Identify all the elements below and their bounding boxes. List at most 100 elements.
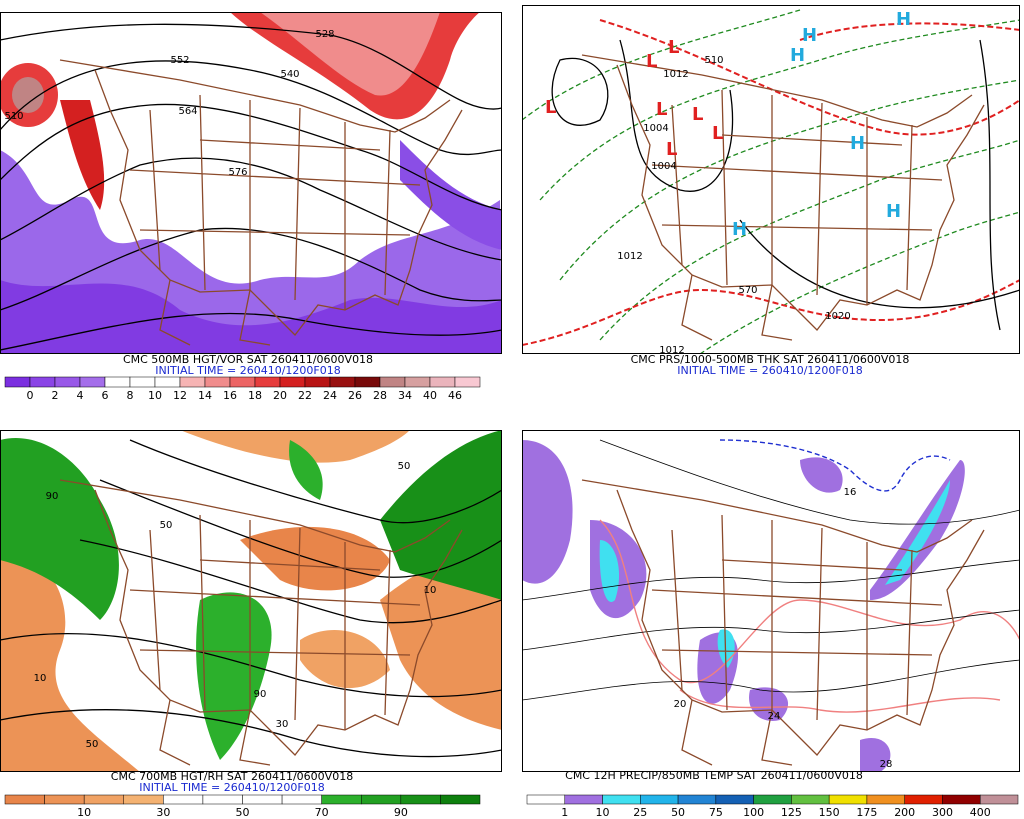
map-precip: 24 28 16 20: [522, 430, 1020, 772]
contour-label: 510: [704, 55, 723, 66]
contour-label: 50: [398, 461, 411, 472]
high-center: H: [732, 219, 747, 240]
color-swatch: [179, 376, 206, 388]
scale-label: 26: [348, 389, 362, 402]
map-500mb: 528 540 552 564 576 510: [0, 12, 502, 354]
color-swatch: [429, 376, 456, 388]
scale-label: 10: [77, 806, 91, 819]
scale-label: 1: [561, 806, 568, 819]
contour-label: 16: [844, 487, 857, 498]
high-center: H: [850, 133, 865, 154]
color-swatch: [379, 376, 406, 388]
scale-label: 50: [671, 806, 685, 819]
low-center: L: [666, 139, 677, 160]
scale-label: 24: [323, 389, 337, 402]
color-swatch: [79, 376, 106, 388]
color-swatch: [44, 794, 85, 805]
scale-label: 50: [236, 806, 250, 819]
color-swatch: [602, 794, 641, 805]
scale-label: 90: [394, 806, 408, 819]
scale-label: 10: [596, 806, 610, 819]
scale-label: 14: [198, 389, 212, 402]
color-swatch: [329, 376, 356, 388]
contour-label: 1020: [825, 311, 850, 322]
contour-label: 1012: [617, 251, 642, 262]
contour-label: 10: [34, 673, 47, 684]
contour-label: 576: [228, 167, 247, 178]
color-swatch: [204, 376, 231, 388]
contour-label: 1004: [651, 161, 676, 172]
color-swatch: [4, 794, 45, 805]
color-swatch: [791, 794, 830, 805]
low-center: L: [646, 51, 657, 72]
color-swatch: [202, 794, 243, 805]
color-swatch: [154, 376, 181, 388]
low-center: L: [656, 99, 667, 120]
color-swatch: [123, 794, 164, 805]
scale-label: 150: [819, 806, 840, 819]
contour-label: 564: [178, 106, 197, 117]
low-center: L: [668, 37, 679, 58]
color-swatch: [979, 794, 1019, 805]
scale-label: 46: [448, 389, 462, 402]
color-swatch: [400, 794, 441, 805]
color-swatch: [321, 794, 362, 805]
scale-label: 12: [173, 389, 187, 402]
scale-label: 10: [148, 389, 162, 402]
contour-label: 1012: [663, 69, 688, 80]
high-center: H: [896, 9, 911, 30]
scale-label: 16: [223, 389, 237, 402]
scale-label: 20: [273, 389, 287, 402]
scale-label: 75: [709, 806, 723, 819]
low-center: L: [712, 123, 723, 144]
map-700mb: 50 90 10 30 50 10 90 50: [0, 430, 502, 772]
map-thickness: L L L L L L L H H H H H H 1012 1004 1004…: [522, 5, 1020, 354]
contour-label: 570: [738, 285, 757, 296]
panel-frames: [0, 5, 1020, 772]
color-swatch: [83, 794, 124, 805]
contour-label: 50: [160, 520, 173, 531]
scale-label: 22: [298, 389, 312, 402]
color-swatch: [904, 794, 943, 805]
contour-label: 10: [424, 585, 437, 596]
color-swatch: [279, 376, 306, 388]
color-swatch: [304, 376, 331, 388]
color-swatch: [104, 376, 131, 388]
caption: CMC 700MB HGT/RH SAT 260411/0600V018: [111, 770, 353, 783]
color-swatch: [715, 794, 754, 805]
initial-time: INITIAL TIME = 260410/1200F018: [155, 364, 340, 377]
initial-time: INITIAL TIME = 260410/1200F018: [139, 781, 324, 794]
contour-label: 20: [674, 699, 687, 710]
contour-label: 510: [4, 111, 23, 122]
color-swatch: [163, 794, 204, 805]
caption: CMC PRS/1000-500MB THK SAT 260411/0600V0…: [631, 353, 910, 366]
contour-label: 90: [46, 491, 59, 502]
scale-label: 8: [127, 389, 134, 402]
caption: CMC 12H PRECIP/850MB TEMP SAT 260411/060…: [565, 769, 863, 782]
color-swatch: [454, 376, 481, 388]
color-swatch: [129, 376, 156, 388]
color-swatch: [242, 794, 283, 805]
scale-label: 300: [932, 806, 953, 819]
color-swatch: [640, 794, 679, 805]
color-swatch: [866, 794, 905, 805]
contour-label: 30: [276, 719, 289, 730]
high-center: H: [886, 201, 901, 222]
color-swatch: [828, 794, 868, 805]
color-swatch: [677, 794, 717, 805]
color-swatch: [4, 376, 31, 388]
scale-label: 6: [102, 389, 109, 402]
color-swatch: [753, 794, 792, 805]
scale-label: 400: [970, 806, 991, 819]
scale-label: 25: [633, 806, 647, 819]
scale-label: 4: [77, 389, 84, 402]
color-swatch: [229, 376, 256, 388]
low-center: L: [692, 104, 703, 125]
scale-label: 100: [743, 806, 764, 819]
contour-label: 90: [254, 689, 267, 700]
caption: CMC 500MB HGT/VOR SAT 260411/0600V018: [123, 353, 373, 366]
scale-label: 125: [781, 806, 802, 819]
color-swatch: [29, 376, 56, 388]
contour-label: 528: [315, 29, 334, 40]
